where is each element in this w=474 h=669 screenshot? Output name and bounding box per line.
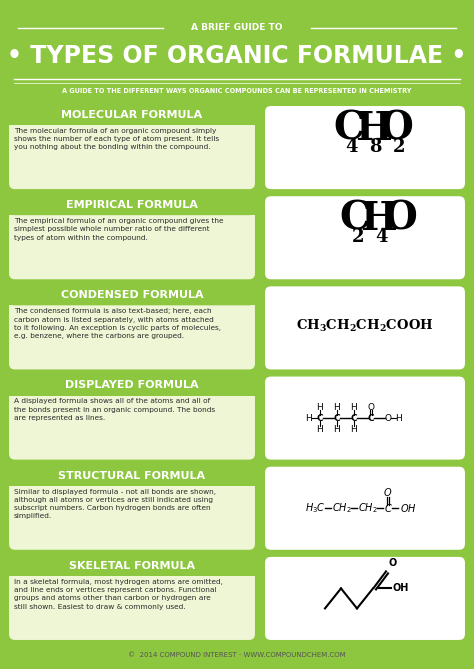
Bar (8, 295, 256, 305)
Bar (8, 115, 256, 125)
Text: EMPIRICAL FORMULA: EMPIRICAL FORMULA (66, 200, 198, 210)
FancyBboxPatch shape (264, 466, 466, 551)
Text: $H_3C$: $H_3C$ (305, 501, 326, 515)
Text: C: C (351, 413, 357, 423)
FancyBboxPatch shape (8, 105, 256, 125)
Text: The condensed formula is also text-based; here, each
carbon atom is listed separ: The condensed formula is also text-based… (14, 308, 221, 339)
Text: 4: 4 (345, 138, 357, 156)
Text: $CH_2$: $CH_2$ (332, 501, 352, 515)
Text: CONDENSED FORMULA: CONDENSED FORMULA (61, 290, 203, 300)
FancyBboxPatch shape (8, 195, 256, 215)
Text: A displayed formula shows all of the atoms and all of
the bonds present in an or: A displayed formula shows all of the ato… (14, 399, 215, 421)
Text: The molecular formula of an organic compound simply
shows the number of each typ: The molecular formula of an organic comp… (14, 128, 219, 151)
Text: MOLECULAR FORMULA: MOLECULAR FORMULA (62, 110, 202, 120)
Text: H: H (306, 413, 312, 423)
Bar (8, 566, 256, 576)
Bar (8, 385, 256, 395)
Text: • TYPES OF ORGANIC FORMULAE •: • TYPES OF ORGANIC FORMULAE • (7, 44, 467, 68)
Text: Similar to displayed formula - not all bonds are shown,
although all atoms or ve: Similar to displayed formula - not all b… (14, 488, 216, 519)
Text: STRUCTURAL FORMULA: STRUCTURAL FORMULA (58, 471, 206, 480)
Text: C: C (317, 413, 323, 423)
FancyBboxPatch shape (8, 556, 256, 641)
Text: O: O (389, 559, 397, 569)
Text: H: H (351, 403, 357, 411)
Text: SKELETAL FORMULA: SKELETAL FORMULA (69, 561, 195, 571)
Text: C: C (334, 413, 340, 423)
Text: 2: 2 (352, 227, 365, 246)
FancyBboxPatch shape (8, 375, 256, 395)
Text: H: H (317, 425, 323, 434)
Text: $\mathregular{CH_3CH_2CH_2COOH}$: $\mathregular{CH_3CH_2CH_2COOH}$ (296, 318, 434, 334)
FancyBboxPatch shape (264, 195, 466, 280)
Text: 4: 4 (375, 227, 388, 246)
FancyBboxPatch shape (8, 195, 256, 280)
Text: O: O (384, 413, 392, 423)
Text: 8: 8 (369, 138, 382, 156)
FancyBboxPatch shape (264, 286, 466, 371)
Bar (8, 476, 256, 486)
FancyBboxPatch shape (8, 286, 256, 371)
Text: C: C (333, 110, 364, 148)
Text: A GUIDE TO THE DIFFERENT WAYS ORGANIC COMPOUNDS CAN BE REPRESENTED IN CHEMISTRY: A GUIDE TO THE DIFFERENT WAYS ORGANIC CO… (62, 88, 412, 94)
FancyBboxPatch shape (8, 375, 256, 461)
FancyBboxPatch shape (8, 105, 256, 190)
FancyBboxPatch shape (264, 375, 466, 461)
Text: H: H (355, 110, 392, 148)
Text: O: O (379, 110, 413, 148)
Bar (8, 205, 256, 215)
Text: OH: OH (393, 583, 410, 593)
Text: 2: 2 (393, 138, 405, 156)
Text: ©  2014 COMPOUND INTEREST · WWW.COMPOUNDCHEM.COM: © 2014 COMPOUND INTEREST · WWW.COMPOUNDC… (128, 652, 346, 658)
Text: H: H (360, 200, 397, 237)
Text: O: O (367, 403, 374, 411)
Text: $C$: $C$ (384, 502, 393, 514)
Text: In a skeletal formula, most hydrogen atoms are omitted,
and line ends or vertice: In a skeletal formula, most hydrogen ato… (14, 579, 223, 609)
Text: $O$: $O$ (383, 486, 392, 498)
Text: A BRIEF GUIDE TO: A BRIEF GUIDE TO (191, 23, 283, 33)
Text: C: C (339, 200, 370, 237)
FancyBboxPatch shape (8, 466, 256, 551)
FancyBboxPatch shape (264, 105, 466, 190)
Text: C: C (368, 413, 374, 423)
FancyBboxPatch shape (8, 466, 256, 486)
FancyBboxPatch shape (264, 556, 466, 641)
Text: $CH_2$: $CH_2$ (358, 501, 378, 515)
Text: H: H (334, 403, 340, 411)
Text: O: O (383, 200, 417, 237)
Text: $OH$: $OH$ (400, 502, 417, 514)
Text: H: H (351, 425, 357, 434)
Text: The empirical formula of an organic compound gives the
simplest possible whole n: The empirical formula of an organic comp… (14, 218, 224, 241)
Text: H: H (334, 425, 340, 434)
Text: DISPLAYED FORMULA: DISPLAYED FORMULA (65, 381, 199, 391)
FancyBboxPatch shape (8, 286, 256, 305)
FancyBboxPatch shape (8, 556, 256, 576)
Text: H: H (396, 413, 402, 423)
Text: H: H (317, 403, 323, 411)
